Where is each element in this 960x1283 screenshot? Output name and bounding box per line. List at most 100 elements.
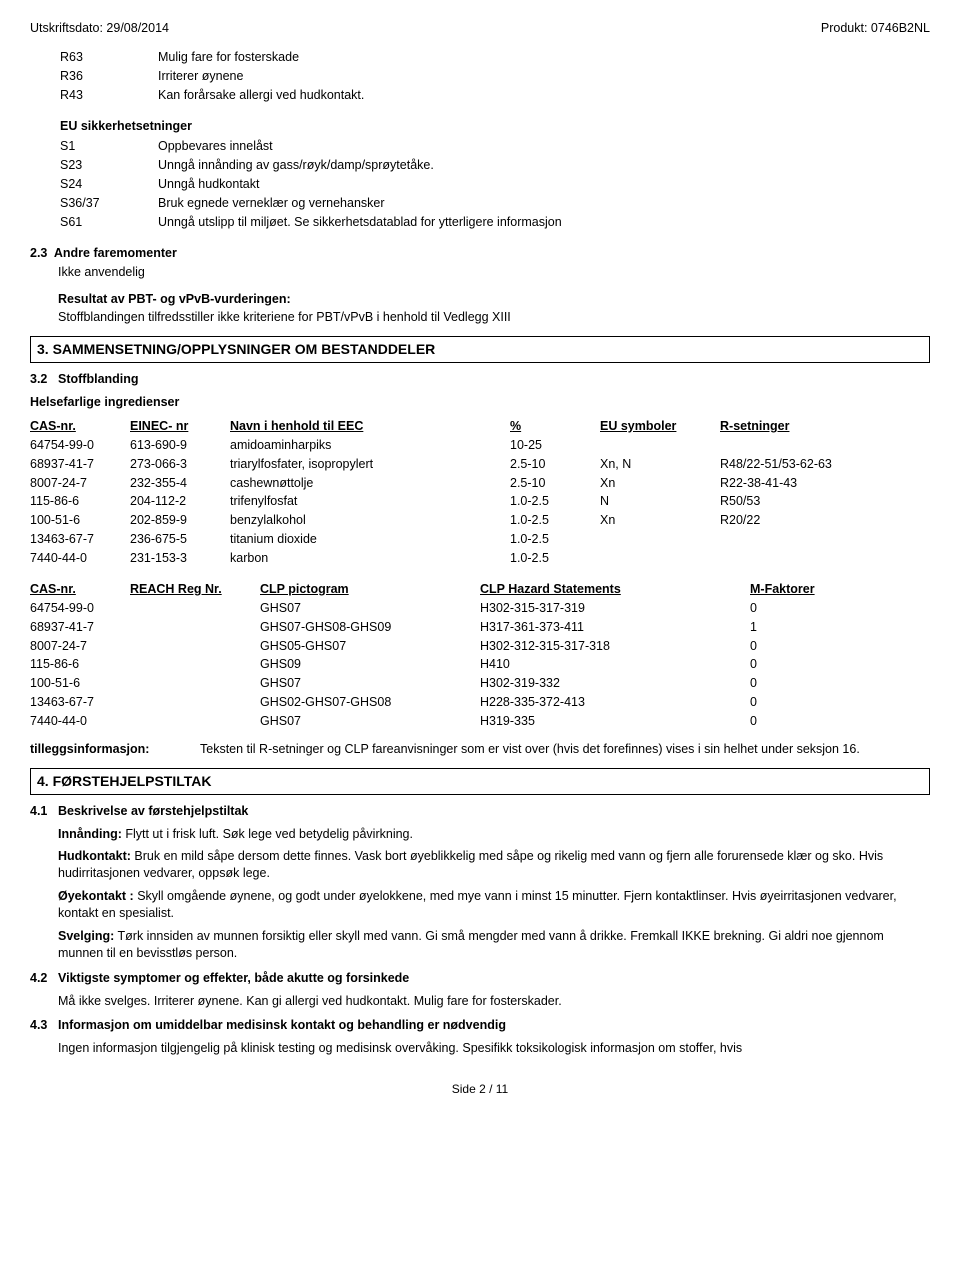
section-3-2-num: 3.2	[30, 371, 58, 388]
t1-h-eusym: EU symboler	[600, 417, 720, 436]
cell-mf: 0	[750, 637, 930, 656]
table-row: 8007-24-7GHS05-GHS07H302-312-315-317-318…	[30, 637, 930, 656]
phrase-text: Unngå innånding av gass/røyk/damp/sprøyt…	[158, 157, 434, 174]
table-row: 8007-24-7232-355-4cashewnøttolje2.5-10Xn…	[30, 474, 930, 493]
table-row: 115-86-6204-112-2trifenylfosfat1.0-2.5NR…	[30, 492, 930, 511]
section-4-2-title: Viktigste symptomer og effekter, både ak…	[58, 970, 409, 987]
cell-reach	[130, 599, 260, 618]
cell-name: cashewnøttolje	[230, 474, 510, 493]
table-row: 100-51-6GHS07H302-319-3320	[30, 674, 930, 693]
cell-rset	[720, 549, 930, 568]
phrase-text: Unngå utslipp til miljøet. Se sikkerhets…	[158, 214, 562, 231]
cell-einec: 273-066-3	[130, 455, 230, 474]
cell-clp: GHS02-GHS07-GHS08	[260, 693, 480, 712]
cell-clp: GHS07	[260, 674, 480, 693]
cell-cas: 13463-67-7	[30, 530, 130, 549]
cell-reach	[130, 637, 260, 656]
cell-haz: H302-319-332	[480, 674, 750, 693]
table-row: 64754-99-0GHS07H302-315-317-3190	[30, 599, 930, 618]
cell-haz: H319-335	[480, 712, 750, 731]
phrase-code: R36	[60, 68, 158, 85]
cell-rset: R50/53	[720, 492, 930, 511]
section-4-3-num: 4.3	[30, 1017, 58, 1034]
cell-cas: 68937-41-7	[30, 455, 130, 474]
cell-pct: 1.0-2.5	[510, 511, 600, 530]
table-row: 68937-41-7GHS07-GHS08-GHS09H317-361-373-…	[30, 618, 930, 637]
cell-haz: H302-315-317-319	[480, 599, 750, 618]
t1-h-rset: R-setninger	[720, 417, 930, 436]
inhalation-label: Innånding:	[58, 827, 122, 841]
section-2-3-body: Ikke anvendelig	[58, 264, 930, 281]
t2-h-reach: REACH Reg Nr.	[130, 580, 260, 599]
product-code: Produkt: 0746B2NL	[821, 20, 930, 37]
phrase-text: Mulig fare for fosterskade	[158, 49, 299, 66]
cell-eusym: N	[600, 492, 720, 511]
section-2-3-title: Andre faremomenter	[54, 246, 177, 260]
cell-reach	[130, 693, 260, 712]
phrase-row: R36Irriterer øynene	[60, 68, 930, 85]
cell-pct: 1.0-2.5	[510, 549, 600, 568]
addinfo-label: tilleggsinformasjon:	[30, 741, 200, 758]
cell-pct: 2.5-10	[510, 455, 600, 474]
t2-h-haz: CLP Hazard Statements	[480, 580, 750, 599]
cell-eusym	[600, 436, 720, 455]
pbt-body: Stoffblandingen tilfredsstiller ikke kri…	[58, 309, 930, 326]
section-4-bar: 4. FØRSTEHJELPSTILTAK	[30, 768, 930, 795]
page-header: Utskriftsdato: 29/08/2014 Produkt: 0746B…	[30, 20, 930, 37]
cell-rset	[720, 436, 930, 455]
cell-cas: 68937-41-7	[30, 618, 130, 637]
table-row: 100-51-6202-859-9benzylalkohol1.0-2.5XnR…	[30, 511, 930, 530]
phrase-code: R43	[60, 87, 158, 104]
cell-cas: 7440-44-0	[30, 549, 130, 568]
eu-safety-header: EU sikkerhetsetninger	[60, 118, 930, 135]
section-2-3: 2.3 Andre faremomenter	[30, 245, 930, 262]
cell-mf: 0	[750, 712, 930, 731]
addinfo-text: Teksten til R-setninger og CLP fareanvis…	[200, 741, 860, 758]
cell-cas: 8007-24-7	[30, 474, 130, 493]
section-3-2-title: Stoffblanding	[58, 371, 139, 388]
section-4-3-title: Informasjon om umiddelbar medisinsk kont…	[58, 1017, 506, 1034]
swallow-text: Tørk innsiden av munnen forsiktig eller …	[58, 929, 884, 960]
phrase-row: S36/37Bruk egnede verneklær og vernehans…	[60, 195, 930, 212]
phrase-row: S61Unngå utslipp til miljøet. Se sikkerh…	[60, 214, 930, 231]
cell-einec: 202-859-9	[130, 511, 230, 530]
table-row: 68937-41-7273-066-3triarylfosfater, isop…	[30, 455, 930, 474]
cell-clp: GHS05-GHS07	[260, 637, 480, 656]
t2-h-cas: CAS-nr.	[30, 580, 130, 599]
section-4-2-num: 4.2	[30, 970, 58, 987]
t1-h-einec: EINEC- nr	[130, 417, 230, 436]
section-4-1-num: 4.1	[30, 803, 58, 820]
inhalation-text: Flytt ut i frisk luft. Søk lege ved bety…	[122, 827, 413, 841]
cell-cas: 115-86-6	[30, 492, 130, 511]
t1-h-pct: %	[510, 417, 600, 436]
cell-pct: 10-25	[510, 436, 600, 455]
cell-rset: R20/22	[720, 511, 930, 530]
phrase-row: S24Unngå hudkontakt	[60, 176, 930, 193]
phrase-row: S23Unngå innånding av gass/røyk/damp/spr…	[60, 157, 930, 174]
first-aid-block: Innånding: Flytt ut i frisk luft. Søk le…	[58, 826, 930, 962]
cell-reach	[130, 618, 260, 637]
eye-label: Øyekontakt :	[58, 889, 134, 903]
t1-h-cas: CAS-nr.	[30, 417, 130, 436]
cell-cas: 8007-24-7	[30, 637, 130, 656]
cell-cas: 7440-44-0	[30, 712, 130, 731]
phrase-text: Irriterer øynene	[158, 68, 243, 85]
cell-name: karbon	[230, 549, 510, 568]
cell-name: amidoaminharpiks	[230, 436, 510, 455]
cell-name: titanium dioxide	[230, 530, 510, 549]
phrase-code: S24	[60, 176, 158, 193]
s-phrase-list: S1Oppbevares innelåstS23Unngå innånding …	[60, 138, 930, 230]
cell-einec: 236-675-5	[130, 530, 230, 549]
cell-pct: 1.0-2.5	[510, 492, 600, 511]
section-4-2: 4.2 Viktigste symptomer og effekter, båd…	[30, 970, 930, 987]
print-date: Utskriftsdato: 29/08/2014	[30, 20, 169, 37]
table-row: 64754-99-0613-690-9amidoaminharpiks10-25	[30, 436, 930, 455]
cell-cas: 100-51-6	[30, 674, 130, 693]
section-4-3-body: Ingen informasjon tilgjengelig på klinis…	[58, 1040, 930, 1057]
section-3-bar: 3. SAMMENSETNING/OPPLYSNINGER OM BESTAND…	[30, 336, 930, 363]
cell-haz: H410	[480, 655, 750, 674]
cell-mf: 0	[750, 693, 930, 712]
phrase-code: S61	[60, 214, 158, 231]
phrase-text: Bruk egnede verneklær og vernehansker	[158, 195, 385, 212]
cell-clp: GHS09	[260, 655, 480, 674]
